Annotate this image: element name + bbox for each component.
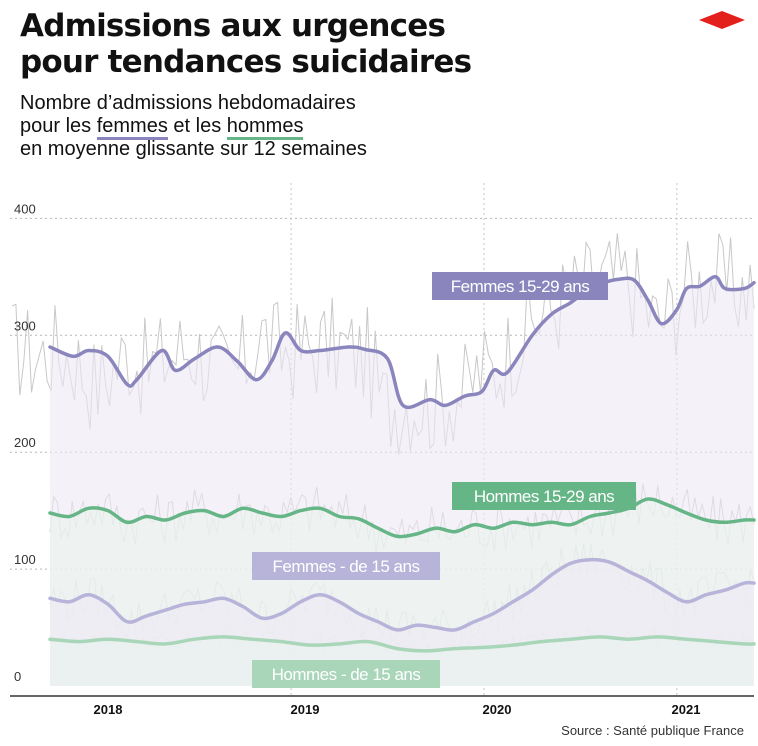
series-line-3 — [48, 557, 756, 632]
y-tick-label-200: 200 — [14, 435, 36, 450]
year-label-2019: 2019 — [291, 702, 320, 717]
series-line-1 — [48, 275, 756, 410]
chart-title: Admissions aux urgences pour tendances su… — [20, 8, 472, 80]
title-line-2: pour tendances suicidaires — [20, 44, 472, 80]
subtitle-line-1: Nombre d’admissions hebdomadaires — [20, 92, 356, 114]
subtitle-line-3: en moyenne glissante sur 12 semaines — [20, 138, 367, 160]
source-note: Source : Santé publique France — [561, 723, 744, 738]
title-line-1: Admissions aux urgences — [20, 8, 446, 44]
chart-subtitle: Nombre d’admissions hebdomadaires pour l… — [20, 92, 367, 161]
series-label-box-1 — [432, 272, 608, 300]
year-label-2018: 2018 — [94, 702, 123, 717]
series-label-box-3 — [252, 552, 440, 580]
subtitle-hommes: hommes — [226, 115, 304, 140]
series-line-4 — [48, 635, 756, 653]
series-label-4: Hommes - de 15 ans — [272, 665, 421, 684]
y-tick-label-300: 300 — [14, 318, 36, 333]
subtitle-femmes: femmes — [96, 115, 168, 140]
y-tick-label-100: 100 — [14, 552, 36, 567]
series-label-2: Hommes 15-29 ans — [474, 487, 614, 506]
series-label-box-4 — [252, 660, 440, 688]
series-label-3: Femmes - de 15 ans — [273, 557, 420, 576]
year-label-2020: 2020 — [483, 702, 512, 717]
brand-logo-icon — [699, 11, 745, 29]
y-tick-label-0: 0 — [14, 669, 21, 684]
series-label-box-2 — [452, 482, 636, 510]
subtitle-line-2-mid: et les — [167, 115, 227, 137]
series-line-2 — [48, 497, 756, 539]
brand-logo-diamond — [699, 11, 745, 29]
subtitle-line-2-start: pour les — [20, 115, 97, 137]
y-tick-label-400: 400 — [14, 201, 36, 216]
series-label-1: Femmes 15-29 ans — [451, 277, 589, 296]
year-label-2021: 2021 — [672, 702, 701, 717]
